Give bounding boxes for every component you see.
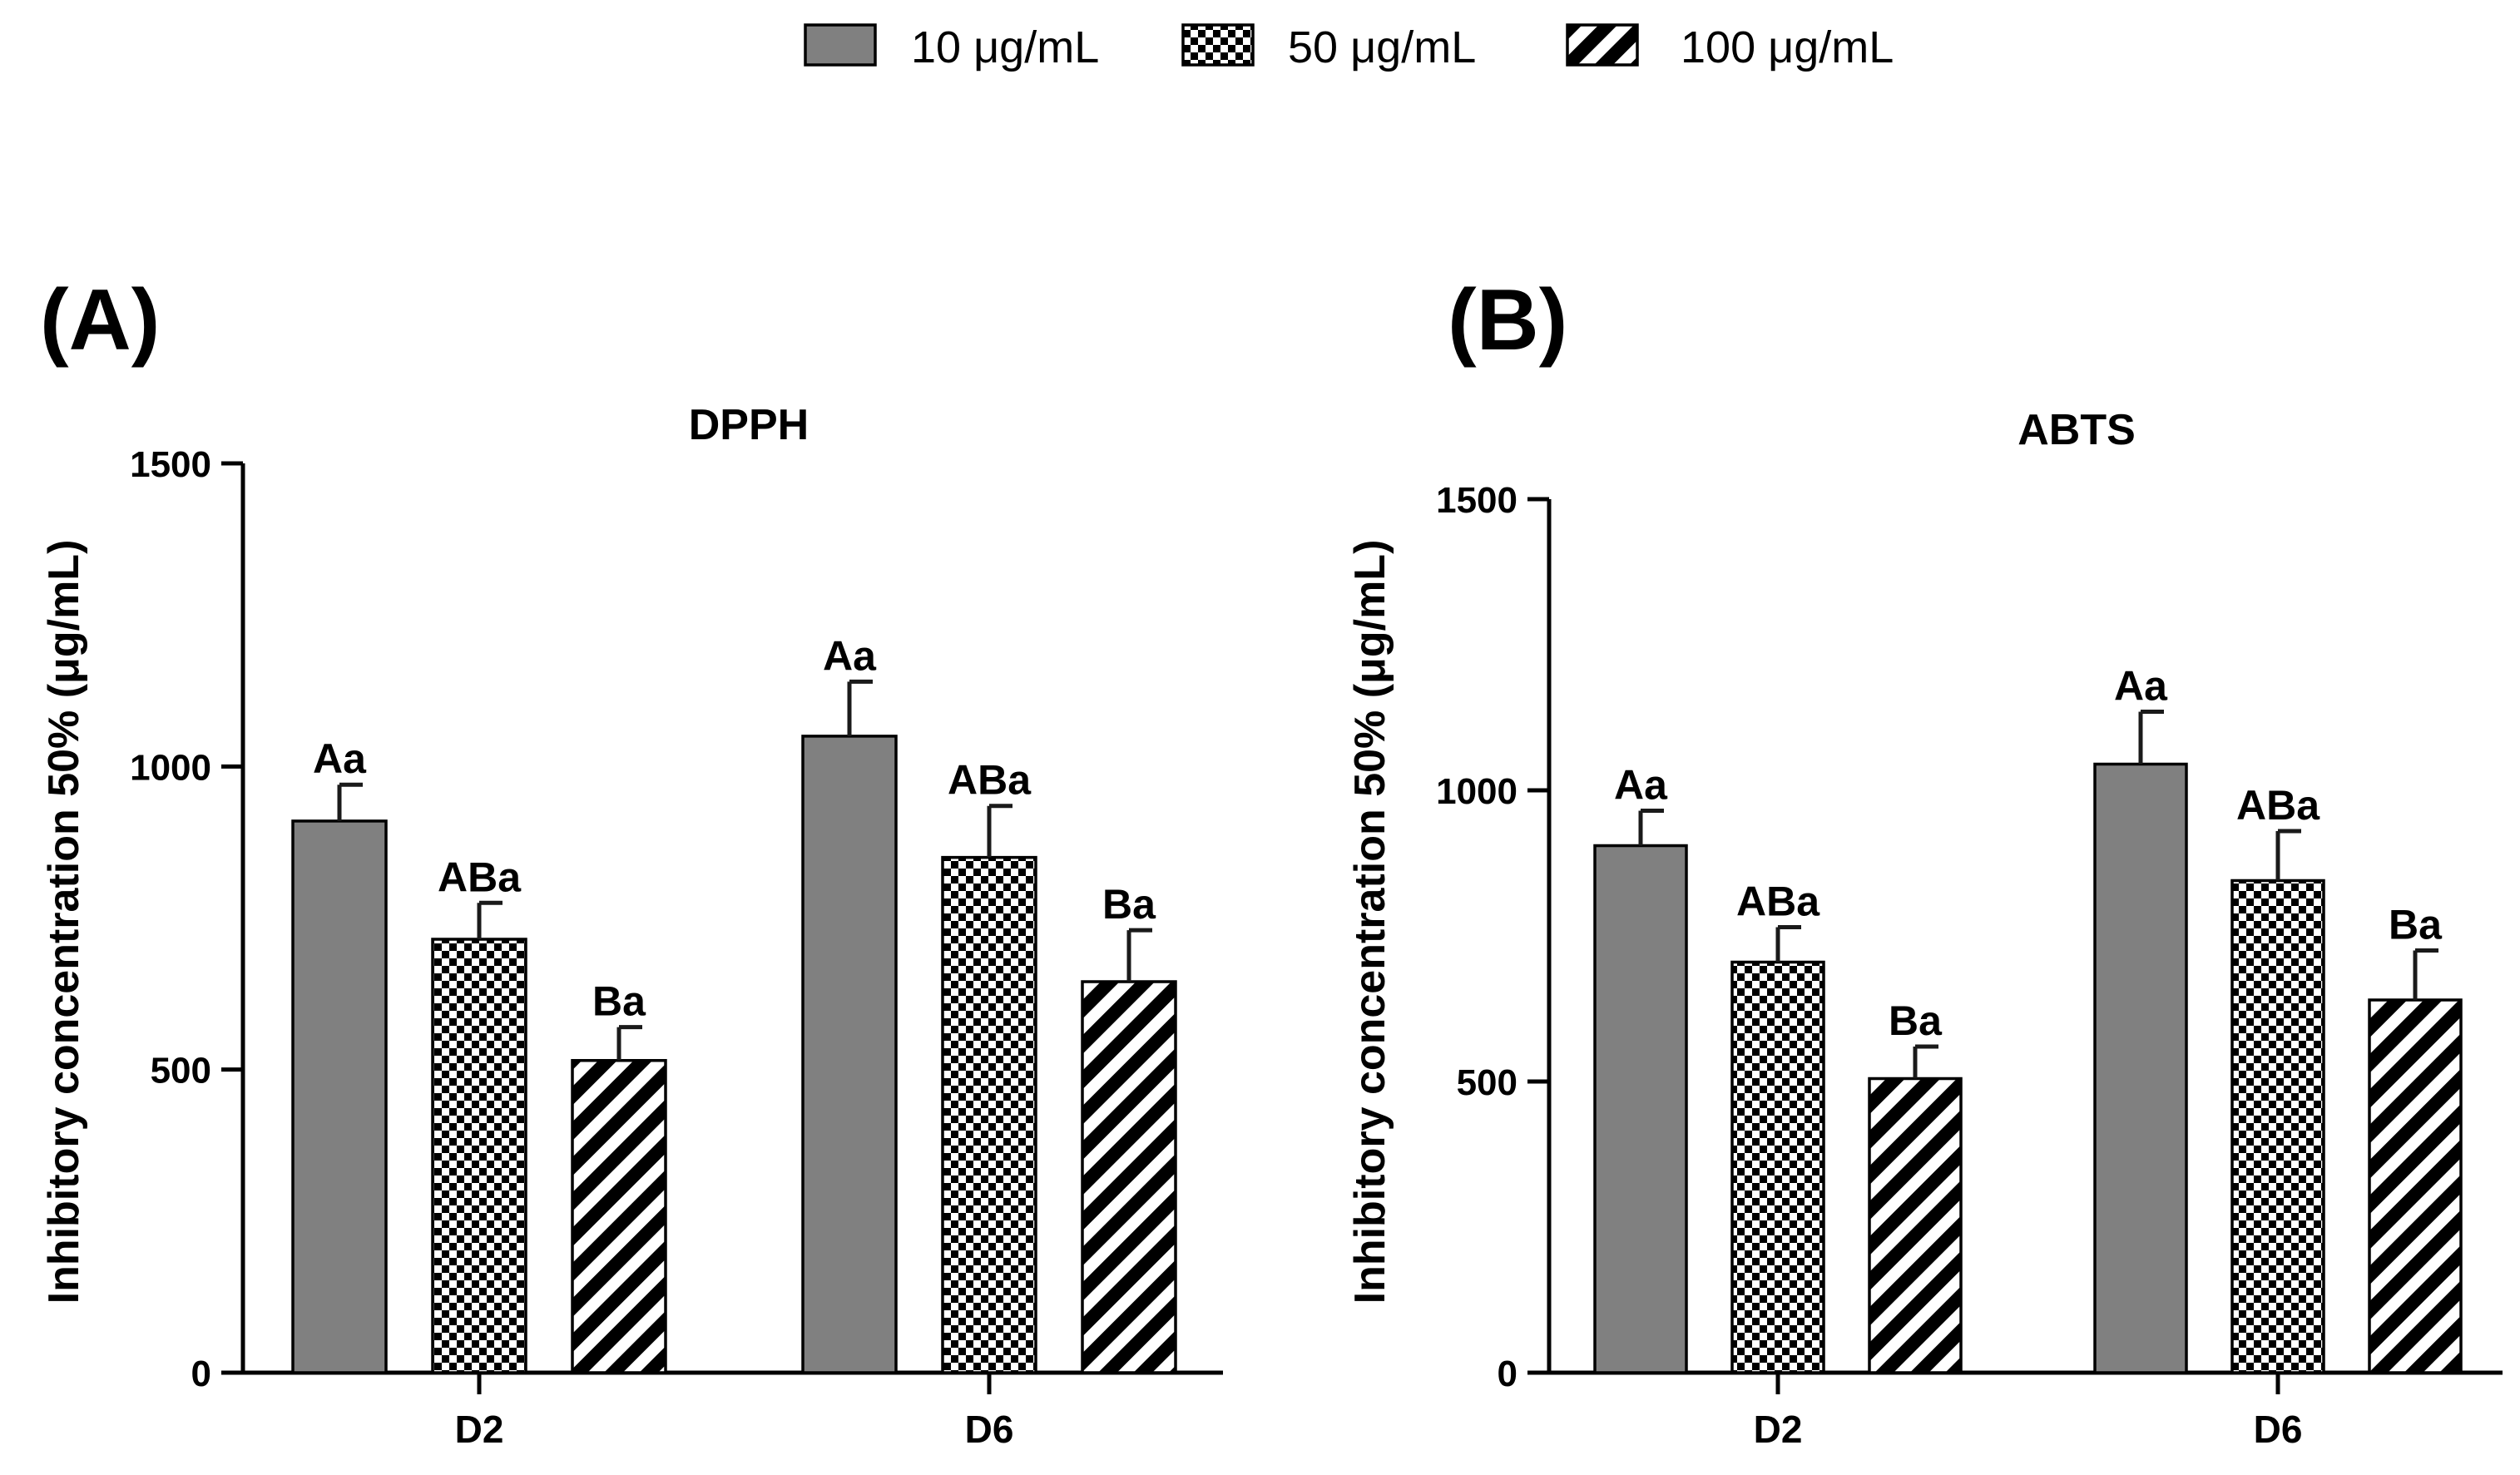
- x-tick-label: D2: [1754, 1408, 1803, 1451]
- significance-label: Aa: [2114, 663, 2168, 710]
- x-tick-label: D2: [455, 1408, 504, 1451]
- panel-b-abts: (B) ABTS Inhibitory concentration 50% (μ…: [1346, 272, 2503, 1451]
- bar: [1593, 844, 1688, 1374]
- significance-label: ABa: [1736, 879, 1820, 925]
- significance-label: ABa: [438, 854, 522, 900]
- significance-label: Ba: [2389, 902, 2443, 948]
- chart-title: DPPH: [689, 401, 809, 449]
- legend-label: 10 μg/mL: [911, 22, 1099, 72]
- significance-label: Ba: [1889, 997, 1943, 1044]
- y-tick-label: 1500: [130, 444, 211, 485]
- bar: [2230, 879, 2325, 1374]
- bar: [571, 1058, 667, 1374]
- y-tick-label: 1000: [1436, 771, 1517, 812]
- significance-label: Aa: [823, 632, 877, 679]
- y-tick-label: 0: [1498, 1354, 1517, 1394]
- legend-item-10: 10 μg/mL: [804, 22, 1099, 72]
- y-axis-label: Inhibitory concentration 50% (μg/mL): [1346, 540, 1394, 1304]
- panel-a-dpph: (A) DPPH Inhibitory concentration 50% (μ…: [40, 272, 1223, 1451]
- legend-label: 50 μg/mL: [1288, 22, 1476, 72]
- legend-swatch-solid: [804, 23, 877, 67]
- bar: [1081, 980, 1177, 1374]
- y-tick-label: 500: [151, 1051, 211, 1091]
- bar: [431, 938, 527, 1374]
- panel-label: (A): [40, 272, 160, 369]
- bar: [801, 735, 898, 1374]
- panel-label: (B): [1448, 272, 1567, 369]
- chart-marks: 0 500 1000 1500 D2 Aa ABa Ba D6 Aa ABa Ba: [1436, 480, 2503, 1451]
- legend-label: 100 μg/mL: [1681, 22, 1894, 72]
- bar: [941, 855, 1037, 1374]
- significance-label: Ba: [592, 978, 646, 1025]
- chart-title: ABTS: [2017, 406, 2136, 454]
- significance-label: ABa: [2236, 782, 2320, 829]
- y-tick-label: 500: [1457, 1062, 1517, 1103]
- legend-swatch-stripes: [1566, 23, 1639, 67]
- bar: [2093, 762, 2188, 1374]
- significance-label: ABa: [948, 757, 1032, 804]
- legend-swatch-checker: [1181, 23, 1255, 67]
- chart-marks: 0 500 1000 1500 D2 Aa ABa Ba D6 Aa ABa Ba: [130, 444, 1223, 1451]
- bar: [1868, 1077, 1963, 1374]
- significance-label: Ba: [1102, 881, 1156, 928]
- x-tick-label: D6: [2254, 1408, 2303, 1451]
- bar: [1730, 960, 1825, 1374]
- x-tick-label: D6: [965, 1408, 1014, 1451]
- legend-item-50: 50 μg/mL: [1181, 22, 1476, 72]
- y-tick-label: 0: [191, 1354, 211, 1394]
- bar: [291, 819, 388, 1374]
- y-axis-label: Inhibitory concentration 50% (μg/mL): [40, 540, 88, 1304]
- y-tick-label: 1000: [130, 747, 211, 788]
- significance-label: Aa: [1614, 762, 1668, 809]
- y-tick-label: 1500: [1436, 480, 1517, 521]
- legend: 10 μg/mL 50 μg/mL 100 μg/mL: [804, 22, 1894, 72]
- significance-label: Aa: [313, 735, 367, 782]
- legend-item-100: 100 μg/mL: [1566, 22, 1894, 72]
- bar: [2368, 998, 2463, 1374]
